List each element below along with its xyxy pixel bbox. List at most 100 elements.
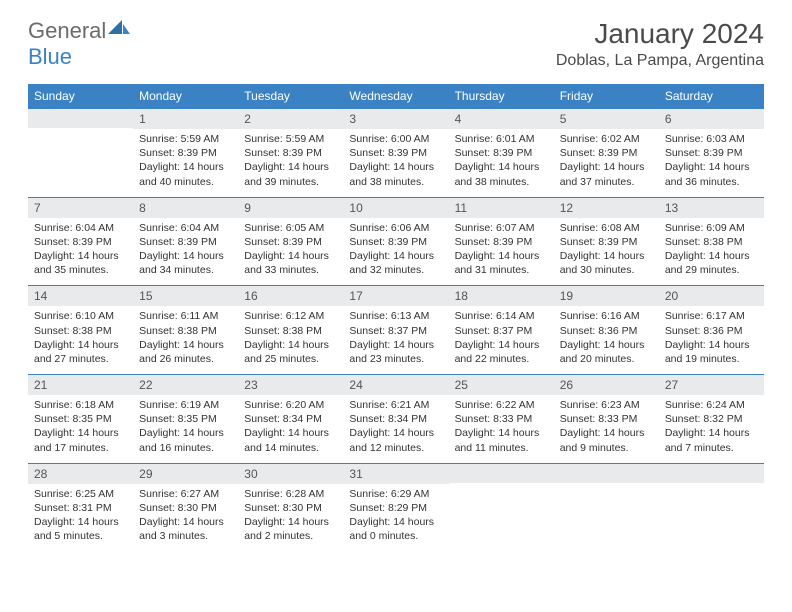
day-detail-line: Daylight: 14 hours	[244, 160, 337, 174]
day-detail-line: and 35 minutes.	[34, 263, 127, 277]
day-number: 31	[343, 464, 448, 484]
day-detail-line: Sunset: 8:33 PM	[560, 412, 653, 426]
day-detail-line: Sunrise: 6:20 AM	[244, 398, 337, 412]
day-detail-line: and 2 minutes.	[244, 529, 337, 543]
dow-header: Saturday	[659, 84, 764, 109]
day-cell: 14Sunrise: 6:10 AMSunset: 8:38 PMDayligh…	[28, 286, 133, 375]
day-detail-line: and 33 minutes.	[244, 263, 337, 277]
day-number: 4	[449, 109, 554, 129]
day-detail-line: Sunset: 8:34 PM	[349, 412, 442, 426]
day-detail-line: Daylight: 14 hours	[665, 160, 758, 174]
day-detail-line: Daylight: 14 hours	[665, 426, 758, 440]
dow-header: Friday	[554, 84, 659, 109]
day-details: Sunrise: 6:09 AMSunset: 8:38 PMDaylight:…	[659, 218, 764, 286]
day-detail-line: Sunset: 8:38 PM	[139, 324, 232, 338]
day-number: 6	[659, 109, 764, 129]
day-number: 17	[343, 286, 448, 306]
day-number: 25	[449, 375, 554, 395]
day-detail-line: Sunset: 8:39 PM	[349, 146, 442, 160]
day-detail-line: Sunrise: 6:29 AM	[349, 487, 442, 501]
day-number: 9	[238, 198, 343, 218]
day-detail-line: Daylight: 14 hours	[560, 249, 653, 263]
day-detail-line: Sunset: 8:39 PM	[560, 235, 653, 249]
day-details: Sunrise: 6:07 AMSunset: 8:39 PMDaylight:…	[449, 218, 554, 286]
day-number: 28	[28, 464, 133, 484]
brand-text: GeneralBlue	[28, 18, 132, 70]
calendar-table: SundayMondayTuesdayWednesdayThursdayFrid…	[28, 84, 764, 551]
day-number: 23	[238, 375, 343, 395]
day-cell: 2Sunrise: 5:59 AMSunset: 8:39 PMDaylight…	[238, 109, 343, 198]
day-number: 8	[133, 198, 238, 218]
day-detail-line: Sunrise: 6:11 AM	[139, 309, 232, 323]
day-cell	[28, 109, 133, 198]
day-detail-line: and 23 minutes.	[349, 352, 442, 366]
day-cell: 17 Sunrise: 6:13 AMSunset: 8:37 PMDayligh…	[343, 286, 448, 375]
day-detail-line: Daylight: 14 hours	[455, 249, 548, 263]
day-details	[554, 483, 659, 494]
day-detail-line: and 40 minutes.	[139, 175, 232, 189]
day-detail-line: Daylight: 14 hours	[560, 160, 653, 174]
day-detail-line: and 36 minutes.	[665, 175, 758, 189]
day-detail-line: and 30 minutes.	[560, 263, 653, 277]
day-detail-line: Sunrise: 6:16 AM	[560, 309, 653, 323]
day-detail-line: and 9 minutes.	[560, 441, 653, 455]
dow-header: Tuesday	[238, 84, 343, 109]
day-cell: 9Sunrise: 6:05 AMSunset: 8:39 PMDaylight…	[238, 197, 343, 286]
week-row: 28Sunrise: 6:25 AMSunset: 8:31 PMDayligh…	[28, 463, 764, 551]
day-detail-line: Sunset: 8:39 PM	[455, 235, 548, 249]
brand-logo: GeneralBlue	[28, 18, 132, 70]
day-detail-line: and 32 minutes.	[349, 263, 442, 277]
day-detail-line: Daylight: 14 hours	[349, 249, 442, 263]
brand-part2: Blue	[28, 44, 72, 69]
day-number: 12	[554, 198, 659, 218]
day-cell	[449, 463, 554, 551]
day-cell: 13Sunrise: 6:09 AMSunset: 8:38 PMDayligh…	[659, 197, 764, 286]
day-cell: 23Sunrise: 6:20 AMSunset: 8:34 PMDayligh…	[238, 375, 343, 464]
day-number: 27	[659, 375, 764, 395]
day-cell: 18Sunrise: 6:14 AMSunset: 8:37 PMDayligh…	[449, 286, 554, 375]
day-detail-line: Sunrise: 6:14 AM	[455, 309, 548, 323]
day-detail-line: Daylight: 14 hours	[139, 426, 232, 440]
week-row: 1Sunrise: 5:59 AMSunset: 8:39 PMDaylight…	[28, 109, 764, 198]
day-detail-line: and 26 minutes.	[139, 352, 232, 366]
day-detail-line: Sunset: 8:38 PM	[34, 324, 127, 338]
week-row: 21Sunrise: 6:18 AMSunset: 8:35 PMDayligh…	[28, 375, 764, 464]
location-subtitle: Doblas, La Pampa, Argentina	[556, 52, 764, 70]
day-detail-line: Sunrise: 6:10 AM	[34, 309, 127, 323]
day-number: 2	[238, 109, 343, 129]
day-number: 11	[449, 198, 554, 218]
dow-header-row: SundayMondayTuesdayWednesdayThursdayFrid…	[28, 84, 764, 109]
day-detail-line: Sunset: 8:37 PM	[349, 324, 442, 338]
day-number: 18	[449, 286, 554, 306]
day-detail-line: and 17 minutes.	[34, 441, 127, 455]
day-detail-line: Daylight: 14 hours	[349, 338, 442, 352]
day-detail-line: Sunset: 8:36 PM	[560, 324, 653, 338]
day-number: 20	[659, 286, 764, 306]
day-detail-line: Daylight: 14 hours	[349, 515, 442, 529]
day-detail-line: and 25 minutes.	[244, 352, 337, 366]
day-details: Sunrise: 6:19 AMSunset: 8:35 PMDaylight:…	[133, 395, 238, 463]
day-number: 30	[238, 464, 343, 484]
day-detail-line: Daylight: 14 hours	[139, 515, 232, 529]
dow-header: Thursday	[449, 84, 554, 109]
day-cell: 21Sunrise: 6:18 AMSunset: 8:35 PMDayligh…	[28, 375, 133, 464]
day-detail-line: Sunset: 8:39 PM	[244, 235, 337, 249]
day-cell: 4Sunrise: 6:01 AMSunset: 8:39 PMDaylight…	[449, 109, 554, 198]
day-cell: 26Sunrise: 6:23 AMSunset: 8:33 PMDayligh…	[554, 375, 659, 464]
day-detail-line: Sunset: 8:35 PM	[139, 412, 232, 426]
day-detail-line: Sunset: 8:39 PM	[349, 235, 442, 249]
day-detail-line: Daylight: 14 hours	[349, 160, 442, 174]
day-detail-line: Sunrise: 6:24 AM	[665, 398, 758, 412]
month-title: January 2024	[556, 18, 764, 50]
day-detail-line: Sunset: 8:39 PM	[139, 235, 232, 249]
day-detail-line: Daylight: 14 hours	[455, 160, 548, 174]
day-detail-line: Daylight: 14 hours	[560, 426, 653, 440]
day-cell: 25Sunrise: 6:22 AMSunset: 8:33 PMDayligh…	[449, 375, 554, 464]
day-details: Sunrise: 6:25 AMSunset: 8:31 PMDaylight:…	[28, 484, 133, 552]
day-cell: 8Sunrise: 6:04 AMSunset: 8:39 PMDaylight…	[133, 197, 238, 286]
day-cell: 27Sunrise: 6:24 AMSunset: 8:32 PMDayligh…	[659, 375, 764, 464]
day-cell	[554, 463, 659, 551]
day-detail-line: Sunrise: 6:13 AM	[349, 309, 442, 323]
day-details: Sunrise: 6:12 AMSunset: 8:38 PMDaylight:…	[238, 306, 343, 374]
day-cell: 15Sunrise: 6:11 AMSunset: 8:38 PMDayligh…	[133, 286, 238, 375]
